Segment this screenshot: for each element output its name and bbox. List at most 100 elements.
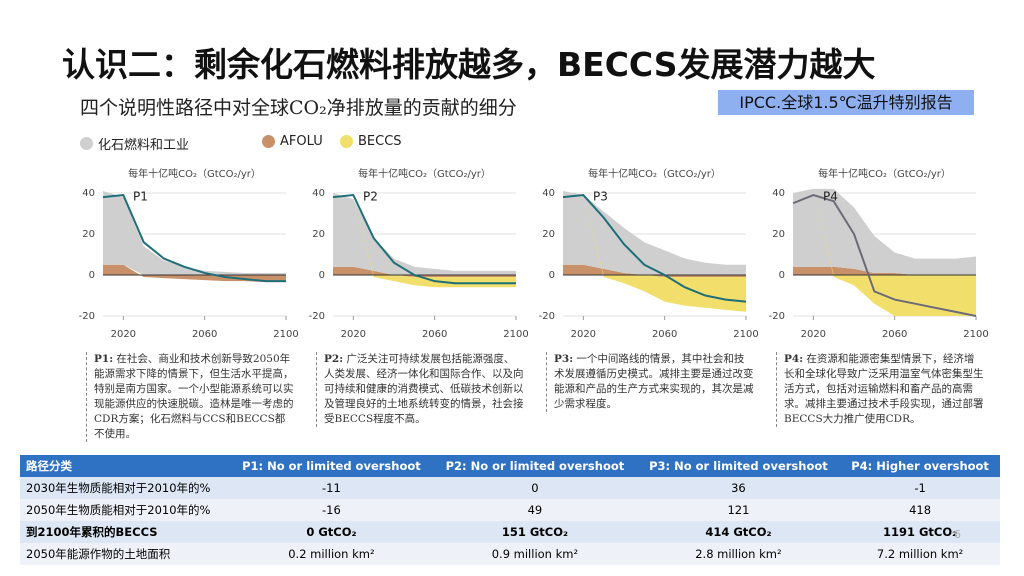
y-tick-label: 20 (772, 229, 785, 240)
table-cell: 49 (433, 499, 637, 521)
y-tick-label: 40 (542, 188, 555, 199)
y-tick-label: -20 (79, 311, 95, 322)
x-tick-label: 2060 (192, 329, 217, 340)
legend-label: AFOLU (280, 134, 323, 149)
table-cell: 0 (433, 477, 637, 499)
legend-item: BECCS (340, 134, 402, 149)
y-tick-label: 20 (542, 229, 555, 240)
panel-label: P1 (133, 190, 148, 204)
desc-label: P1: (94, 353, 114, 365)
table-cell: P2: No or limited overshoot (433, 455, 637, 477)
area (793, 188, 976, 316)
description: P4: 在资源和能源密集型情景下，经济增长和全球化导致广泛采用温室气体密集型生活… (776, 352, 984, 427)
x-tick-label: 2100 (733, 329, 758, 340)
y-axis-label: 每年十亿吨CO₂（GtCO₂/yr） (818, 167, 951, 180)
y-tick-label: 20 (312, 229, 325, 240)
net-line (332, 193, 516, 285)
table-row: 2050年生物质能相对于2010年的% -16 49 121 418 (20, 499, 1000, 521)
table-cell: P1: No or limited overshoot (229, 455, 434, 477)
x-tick-label: 2060 (882, 329, 907, 340)
panel-label: P2 (363, 190, 378, 204)
table-cell: 路径分类 (20, 455, 230, 477)
legend-swatch (340, 135, 353, 148)
y-axis-label: 每年十亿吨CO₂（GtCO₂/yr） (358, 167, 491, 180)
y-tick-label: 40 (82, 188, 95, 199)
x-tick-label: 2100 (503, 329, 528, 340)
net-line (562, 194, 747, 303)
data-table: 路径分类 P1: No or limited overshoot P2: No or… (20, 455, 1000, 565)
x-tick-label: 2020 (571, 329, 596, 340)
legend-item: 化石燃料和工业 (80, 134, 189, 153)
table-row: 到2100年累积的BECCS 0 GtCO₂ 151 GtCO₂ 414 GtCO₂ 1… (20, 521, 1000, 543)
panel-label: P4 (823, 190, 838, 204)
net-line (102, 193, 286, 283)
area (563, 190, 746, 312)
table-cell: 0.2 million km² (229, 543, 434, 565)
table-cell: 151 GtCO₂ (433, 521, 637, 543)
x-tick-label: 2020 (341, 329, 366, 340)
y-axis-label: 每年十亿吨CO₂（GtCO₂/yr） (128, 167, 261, 180)
x-tick-label: 2020 (801, 329, 826, 340)
y-tick-label: -20 (539, 311, 555, 322)
legend-swatch (80, 137, 93, 150)
table-cell: 0.9 million km² (433, 543, 637, 565)
table-row: 2030年生物质能相对于2010年的% -11 0 36 -1 (20, 477, 1000, 499)
source-tag: IPCC.全球1.5℃温升特别报告 (718, 90, 974, 115)
y-tick-label: 0 (319, 270, 325, 281)
x-tick-label: 2060 (652, 329, 677, 340)
desc-text: 在资源和能源密集型情景下，经济增长和全球化导致广泛采用温室气体密集型生活方式，包… (784, 353, 984, 425)
y-tick-label: 20 (82, 229, 95, 240)
table-cell: P3: No or limited overshoot (636, 455, 841, 477)
x-tick-label: 2060 (422, 329, 447, 340)
legend-item: AFOLU (262, 134, 323, 149)
table-cell: 到2100年累积的BECCS (20, 521, 230, 543)
table-cell: 2030年生物质能相对于2010年的% (20, 477, 230, 499)
description: P3: 一个中间路线的情景，其中社会和技术发展遵循历史模式。减排主要是通过改变能… (546, 352, 754, 412)
y-tick-label: 0 (779, 270, 785, 281)
area (333, 266, 516, 278)
area (563, 190, 746, 275)
table-cell: -16 (229, 499, 434, 521)
area (333, 193, 516, 275)
legend-swatch (262, 135, 275, 148)
area (793, 266, 976, 275)
table-cell: 2050年生物质能相对于2010年的% (20, 499, 230, 521)
table-cell: 7.2 million km² (840, 543, 1000, 565)
x-tick-label: 2100 (963, 329, 988, 340)
area (333, 193, 516, 288)
table-cell: 418 (840, 499, 1000, 521)
table-cell: 2050年能源作物的土地面积 (20, 543, 230, 565)
slide-title: 认识二：剩余化石燃料排放越多，BECCS发展潜力越大 (62, 45, 876, 84)
net-line (792, 193, 977, 317)
description: P1: 在社会、商业和技术创新导致2050年能源需求下降的情景下，但生活水平提高… (86, 352, 294, 442)
legend-label: 化石燃料和工业 (98, 138, 190, 153)
desc-text: 一个中间路线的情景，其中社会和技术发展遵循历史模式。减排主要是通过改变能源和产品… (554, 353, 754, 410)
table-row: 路径分类 P1: No or limited overshoot P2: No or… (20, 455, 1000, 477)
x-tick-label: 2100 (273, 329, 298, 340)
y-tick-label: 40 (772, 188, 785, 199)
description: P2: 广泛关注可持续发展包括能源强度、人类发展、经济一体化和国际合作、以及向可… (316, 352, 524, 427)
area (103, 190, 286, 275)
y-tick-label: -20 (769, 311, 785, 322)
desc-label: P4: (784, 353, 804, 365)
legend-label: BECCS (358, 134, 402, 149)
table-cell: 2.8 million km² (636, 543, 841, 565)
table-cell: 121 (636, 499, 841, 521)
panel-label: P3 (593, 190, 608, 204)
subtitle: 四个说明性路径中对全球CO₂净排放量的贡献的细分 (80, 97, 517, 119)
table-cell: -11 (229, 477, 434, 499)
desc-text: 在社会、商业和技术创新导致2050年能源需求下降的情景下，但生活水平提高，特别是… (94, 353, 294, 440)
desc-label: P2: (324, 353, 344, 365)
table-cell: P4: Higher overshoot (840, 455, 1000, 477)
area (793, 188, 976, 275)
x-tick-label: 2020 (111, 329, 136, 340)
page-number: 6 (954, 528, 961, 541)
desc-text: 广泛关注可持续发展包括能源强度、人类发展、经济一体化和国际合作、以及向可持续和健… (324, 353, 524, 425)
desc-label: P3: (554, 353, 574, 365)
y-tick-label: 0 (549, 270, 555, 281)
table-row: 2050年能源作物的土地面积 0.2 million km² 0.9 million… (20, 543, 1000, 565)
table-cell: -1 (840, 477, 1000, 499)
y-tick-label: 0 (89, 270, 95, 281)
